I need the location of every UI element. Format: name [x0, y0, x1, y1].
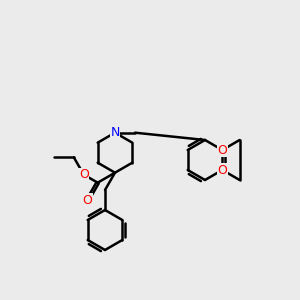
- Text: O: O: [218, 164, 227, 176]
- Text: O: O: [79, 168, 89, 181]
- Text: O: O: [218, 143, 227, 157]
- Text: O: O: [83, 194, 93, 206]
- Text: N: N: [110, 126, 120, 139]
